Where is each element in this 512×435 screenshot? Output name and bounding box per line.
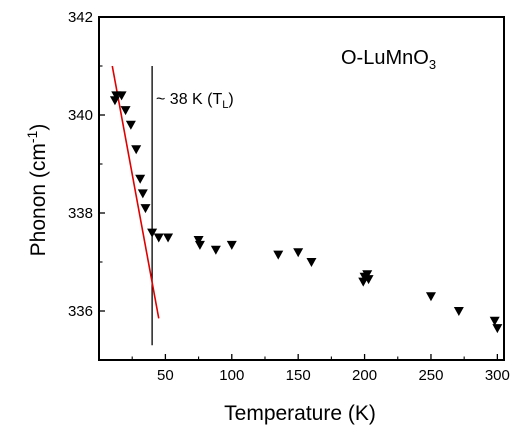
sample-label: O-LuMnO3 xyxy=(341,47,436,72)
data-point xyxy=(163,233,174,243)
y-tick-label: 336 xyxy=(68,303,93,320)
x-tick-label: 100 xyxy=(219,367,244,384)
data-point xyxy=(362,270,373,280)
data-point xyxy=(453,307,464,316)
x-tick-label: 300 xyxy=(485,367,510,384)
y-axis-title: Phonon (cm-1) xyxy=(24,124,50,257)
x-tick-label: 250 xyxy=(418,367,443,384)
transition-annotation-prefix: ~ 38 K (T xyxy=(156,91,222,108)
data-point xyxy=(425,292,436,302)
x-axis-title: Temperature (K) xyxy=(224,402,376,425)
y-tick-label: 342 xyxy=(68,9,93,26)
sample-label-main: O-LuMnO xyxy=(341,47,429,69)
transition-annotation: ~ 38 K (TL) xyxy=(156,91,234,111)
data-point xyxy=(131,145,142,155)
data-point xyxy=(363,275,374,285)
plot-frame xyxy=(98,16,505,361)
data-point xyxy=(140,204,151,214)
data-point xyxy=(358,277,369,287)
transition-annotation-suffix: ) xyxy=(228,91,233,108)
y-axis-title-close: ) xyxy=(27,124,50,131)
y-tick-label: 340 xyxy=(68,107,93,124)
transition-annotation-sub: L xyxy=(222,99,228,111)
data-point xyxy=(137,189,148,199)
data-point xyxy=(210,245,221,255)
y-axis-title-main: Phonon (cm xyxy=(27,143,50,256)
sample-label-sub: 3 xyxy=(429,57,436,72)
data-point xyxy=(293,248,304,258)
data-point xyxy=(306,258,317,267)
linear-fit-line xyxy=(111,65,160,319)
data-point xyxy=(226,240,237,250)
data-point xyxy=(492,324,503,334)
data-point xyxy=(135,174,146,184)
data-point xyxy=(109,96,120,106)
x-tick-label: 200 xyxy=(352,367,377,384)
x-tick-label: 150 xyxy=(286,367,311,384)
data-points xyxy=(109,91,503,334)
data-point xyxy=(153,233,164,243)
data-point xyxy=(120,106,131,116)
data-point xyxy=(489,316,500,326)
data-point xyxy=(147,228,158,238)
data-point xyxy=(273,250,284,260)
data-point xyxy=(193,235,204,245)
y-axis-title-sup: -1 xyxy=(24,130,40,143)
data-point xyxy=(116,91,127,101)
data-point xyxy=(125,120,136,130)
y-ticks: 336 338 340 342 xyxy=(68,9,105,361)
x-ticks: 50 100 150 200 250 300 xyxy=(131,354,510,384)
y-tick-label: 338 xyxy=(68,205,93,222)
data-point xyxy=(194,240,205,250)
x-tick-label: 50 xyxy=(157,367,174,384)
